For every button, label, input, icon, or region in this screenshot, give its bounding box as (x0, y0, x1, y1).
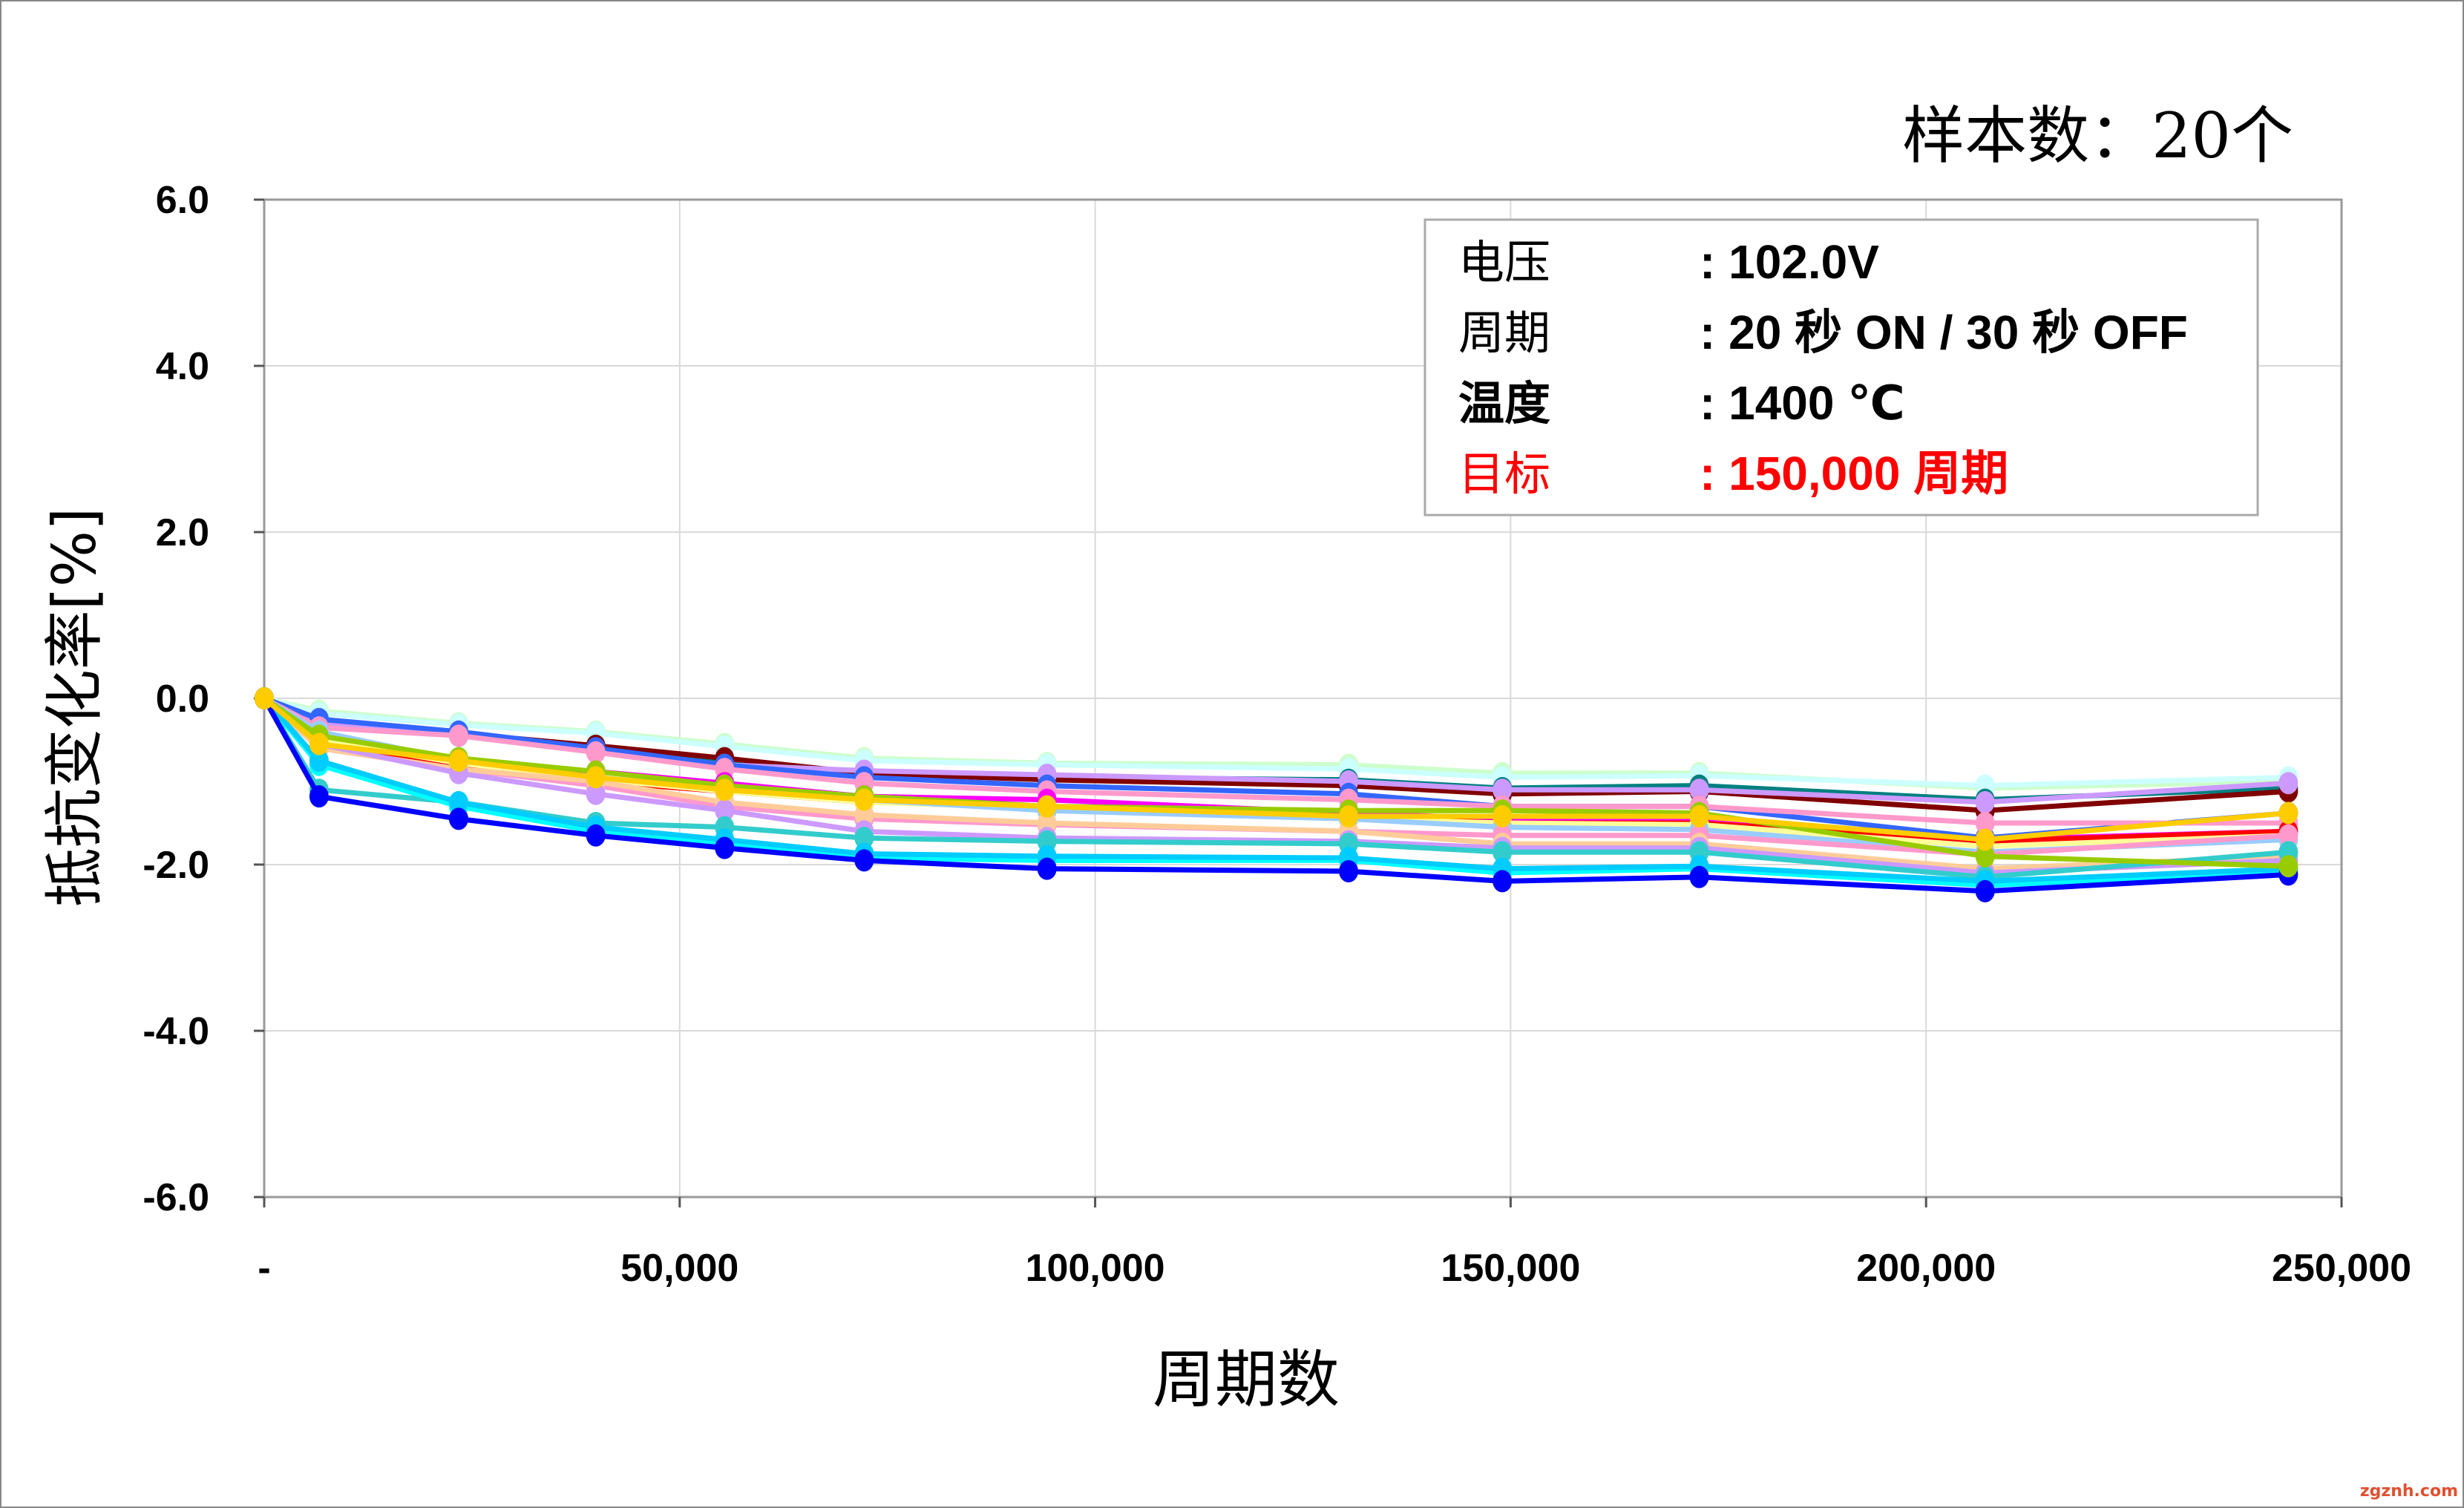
y-tick-label: -6.0 (142, 1176, 209, 1219)
data-point (715, 778, 735, 801)
data-point (309, 732, 329, 755)
data-point (1493, 870, 1513, 893)
data-point (309, 750, 329, 772)
y-axis-label: 抵抗变化率[%] (40, 508, 109, 907)
data-point (1975, 791, 1995, 813)
data-point (2278, 772, 2298, 795)
data-point (586, 782, 606, 805)
y-tick-label: -2.0 (142, 844, 209, 887)
data-point (1493, 778, 1513, 801)
series-line (263, 695, 2289, 826)
series-line (262, 696, 2289, 884)
data-point (1493, 841, 1513, 864)
data-point (1493, 805, 1513, 828)
data-point (448, 807, 468, 830)
data-point (854, 788, 874, 811)
info-box-border (1423, 218, 2259, 517)
info-value: : 150,000 周期 (1700, 447, 2008, 500)
y-axis: 6.0 4.0 2.0 0.0 -2.0 -4.0 -6.0 (142, 179, 264, 1219)
x-tick-label: 150,000 (1441, 1247, 1580, 1290)
data-point (255, 687, 274, 709)
info-value: : 20 秒 ON / 30 秒 OFF (1700, 306, 2188, 359)
data-point (586, 824, 606, 847)
data-point (1975, 828, 1995, 851)
data-point (448, 750, 468, 772)
data-point (854, 849, 874, 872)
data-point (1689, 805, 1709, 828)
series-line (262, 696, 2289, 872)
x-tick-label: 250,000 (2272, 1247, 2411, 1290)
data-point (2278, 801, 2298, 825)
y-tick-label: 6.0 (156, 179, 209, 222)
info-value: : 102.0V (1700, 235, 1879, 289)
data-point (1975, 812, 1995, 834)
series-line (262, 696, 2289, 876)
data-point (715, 836, 735, 859)
y-tick-label: 0.0 (156, 678, 209, 721)
series-line (262, 696, 2289, 888)
data-point (854, 827, 874, 850)
watermark: zgznh.com (2360, 1482, 2458, 1501)
info-label: 目标 (1458, 447, 1550, 501)
series-line (262, 696, 2289, 842)
data-point (1975, 845, 1995, 868)
x-tick-label: 100,000 (1026, 1247, 1165, 1290)
x-tick-label: 50,000 (620, 1247, 738, 1290)
x-axis-label: 周期数 (1153, 1343, 1340, 1416)
data-point (2278, 855, 2298, 878)
y-tick-label: 2.0 (156, 511, 209, 554)
series-line (261, 697, 2289, 894)
data-point (715, 799, 735, 822)
y-tick-label: 4.0 (156, 345, 209, 388)
data-point (1037, 795, 1057, 818)
y-tick-label: -4.0 (142, 1010, 209, 1053)
data-point (309, 785, 329, 808)
series-line (263, 695, 2289, 789)
data-point (1689, 778, 1709, 801)
series-group (255, 687, 2298, 902)
data-point (1037, 857, 1057, 880)
info-value: : 1400 ℃ (1700, 376, 1905, 430)
data-point (1339, 859, 1359, 882)
data-point (586, 766, 606, 789)
x-tick-label: - (258, 1247, 270, 1290)
series-20 (255, 687, 2298, 851)
info-label: 温度 (1458, 376, 1550, 430)
data-point (1339, 805, 1359, 828)
data-point (448, 724, 468, 747)
data-point (448, 791, 468, 813)
x-axis: - 50,000 100,000 150,000 200,000 250,000 (258, 1197, 2411, 1290)
info-label: 电压 (1458, 235, 1550, 289)
data-point (2278, 824, 2298, 847)
chart-title: 样本数：20个 (1902, 99, 2293, 172)
data-point (586, 741, 606, 764)
x-tick-label: 200,000 (1856, 1247, 1996, 1290)
info-box: 电压 : 102.0V 周期 : 20 秒 ON / 30 秒 OFF 温度 : 1400… (1423, 218, 2259, 517)
data-point (1689, 865, 1709, 888)
info-label: 周期 (1458, 306, 1550, 360)
data-point (1975, 879, 1995, 902)
